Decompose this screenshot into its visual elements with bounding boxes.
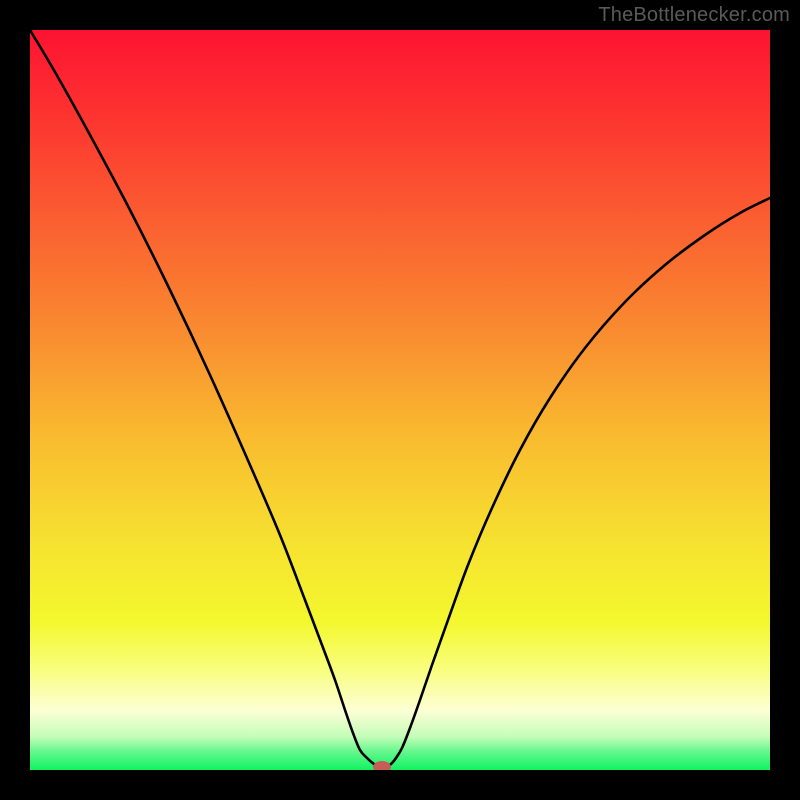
chart-background bbox=[30, 30, 770, 770]
watermark-text: TheBottlenecker.com bbox=[598, 4, 790, 27]
bottleneck-chart bbox=[0, 0, 800, 800]
chart-frame: TheBottlenecker.com bbox=[0, 0, 800, 800]
